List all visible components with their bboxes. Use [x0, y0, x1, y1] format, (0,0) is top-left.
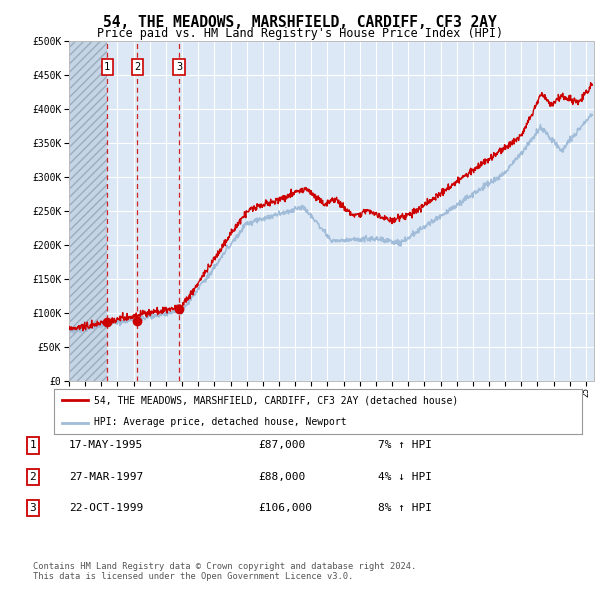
Text: 3: 3	[29, 503, 37, 513]
Text: HPI: Average price, detached house, Newport: HPI: Average price, detached house, Newp…	[94, 417, 346, 427]
Text: Price paid vs. HM Land Registry's House Price Index (HPI): Price paid vs. HM Land Registry's House …	[97, 27, 503, 40]
Text: 22-OCT-1999: 22-OCT-1999	[69, 503, 143, 513]
Text: 2: 2	[29, 472, 37, 481]
Text: 27-MAR-1997: 27-MAR-1997	[69, 472, 143, 481]
Text: £87,000: £87,000	[258, 441, 305, 450]
Text: 17-MAY-1995: 17-MAY-1995	[69, 441, 143, 450]
Text: £88,000: £88,000	[258, 472, 305, 481]
Text: 3: 3	[176, 62, 182, 72]
Text: 54, THE MEADOWS, MARSHFIELD, CARDIFF, CF3 2AY: 54, THE MEADOWS, MARSHFIELD, CARDIFF, CF…	[103, 15, 497, 30]
Text: Contains HM Land Registry data © Crown copyright and database right 2024.
This d: Contains HM Land Registry data © Crown c…	[33, 562, 416, 581]
Bar	[69, 41, 107, 381]
Text: 1: 1	[104, 62, 110, 72]
Text: £106,000: £106,000	[258, 503, 312, 513]
Text: 1: 1	[29, 441, 37, 450]
Text: 8% ↑ HPI: 8% ↑ HPI	[378, 503, 432, 513]
Text: 7% ↑ HPI: 7% ↑ HPI	[378, 441, 432, 450]
Text: 54, THE MEADOWS, MARSHFIELD, CARDIFF, CF3 2AY (detached house): 54, THE MEADOWS, MARSHFIELD, CARDIFF, CF…	[94, 395, 458, 405]
Text: 4% ↓ HPI: 4% ↓ HPI	[378, 472, 432, 481]
Text: 2: 2	[134, 62, 140, 72]
